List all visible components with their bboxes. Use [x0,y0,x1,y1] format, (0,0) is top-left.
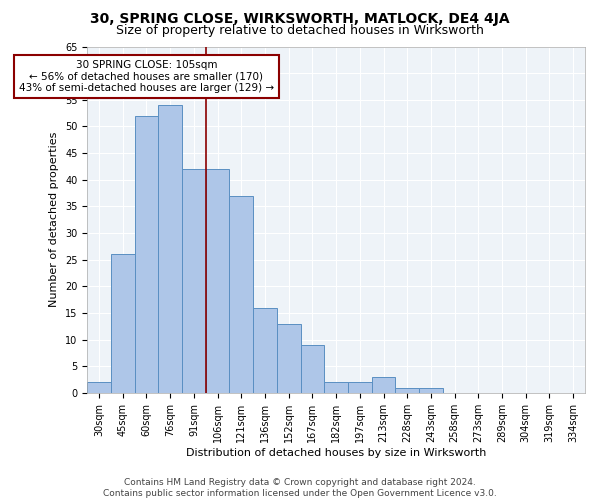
Text: 30 SPRING CLOSE: 105sqm
← 56% of detached houses are smaller (170)
43% of semi-d: 30 SPRING CLOSE: 105sqm ← 56% of detache… [19,60,274,93]
Bar [134,116,158,393]
Bar [229,196,253,393]
Bar [419,388,443,393]
Bar [206,169,229,393]
Text: Contains HM Land Registry data © Crown copyright and database right 2024.
Contai: Contains HM Land Registry data © Crown c… [103,478,497,498]
Text: 30, SPRING CLOSE, WIRKSWORTH, MATLOCK, DE4 4JA: 30, SPRING CLOSE, WIRKSWORTH, MATLOCK, D… [90,12,510,26]
Bar [111,254,134,393]
Bar [277,324,301,393]
Bar [324,382,348,393]
Bar [158,105,182,393]
Bar [87,382,111,393]
Bar [253,308,277,393]
Text: Size of property relative to detached houses in Wirksworth: Size of property relative to detached ho… [116,24,484,37]
Bar [395,388,419,393]
Bar [348,382,371,393]
Bar [371,377,395,393]
X-axis label: Distribution of detached houses by size in Wirksworth: Distribution of detached houses by size … [186,448,486,458]
Y-axis label: Number of detached properties: Number of detached properties [49,132,59,308]
Bar [301,345,324,393]
Bar [182,169,206,393]
